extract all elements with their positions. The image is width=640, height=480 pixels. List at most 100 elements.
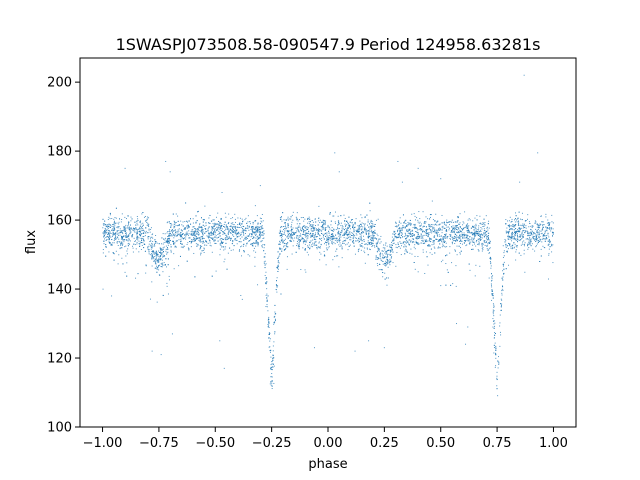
data-point <box>305 227 307 229</box>
data-point <box>145 230 147 232</box>
data-point <box>318 229 320 231</box>
data-point <box>496 375 498 377</box>
data-point <box>241 230 243 232</box>
data-point <box>523 230 525 232</box>
data-point <box>312 236 314 238</box>
data-point <box>256 225 258 227</box>
data-point <box>480 235 482 237</box>
data-point <box>541 238 543 240</box>
data-point <box>138 243 140 245</box>
data-point <box>224 239 226 241</box>
data-point <box>267 324 269 326</box>
data-point <box>530 225 532 227</box>
data-point <box>191 234 193 236</box>
data-point <box>168 234 170 236</box>
data-point <box>261 221 263 223</box>
data-point <box>194 233 196 235</box>
data-point <box>550 243 552 245</box>
data-point <box>296 237 298 239</box>
data-point <box>428 245 430 247</box>
data-point <box>243 230 245 232</box>
data-point <box>492 311 494 313</box>
data-point <box>420 229 422 231</box>
data-point <box>126 275 128 277</box>
data-point <box>230 226 232 228</box>
data-point <box>284 230 286 232</box>
data-point <box>305 230 307 232</box>
data-point <box>146 219 148 221</box>
data-point <box>319 246 321 248</box>
data-point <box>333 241 335 243</box>
data-point <box>163 251 164 252</box>
data-point <box>210 231 212 233</box>
data-point <box>167 230 169 232</box>
data-point <box>516 239 518 241</box>
data-point <box>369 249 371 251</box>
data-point <box>535 245 537 247</box>
data-point <box>439 228 441 230</box>
data-point <box>347 226 349 228</box>
data-point <box>311 234 313 236</box>
data-point <box>516 231 518 233</box>
data-point <box>299 226 301 228</box>
data-point <box>216 226 218 228</box>
data-point <box>487 238 489 240</box>
data-point <box>364 228 366 230</box>
data-point <box>433 228 435 230</box>
data-point <box>246 243 248 245</box>
data-point <box>491 280 493 282</box>
data-point <box>520 218 521 220</box>
data-point <box>236 232 238 234</box>
data-point <box>415 226 417 228</box>
data-point <box>219 232 221 234</box>
data-point <box>290 236 292 238</box>
data-point <box>117 234 119 236</box>
data-point <box>140 220 142 222</box>
data-point <box>213 224 215 226</box>
data-point <box>150 228 152 230</box>
data-point <box>137 273 139 275</box>
data-point <box>493 306 495 308</box>
data-point <box>444 246 446 248</box>
data-point <box>425 240 426 242</box>
data-point <box>317 220 319 222</box>
data-point <box>200 230 202 232</box>
data-point <box>534 233 536 235</box>
data-point <box>404 226 406 228</box>
data-point <box>290 240 292 242</box>
data-point <box>194 237 196 239</box>
data-point <box>111 228 113 230</box>
data-point <box>308 244 310 246</box>
data-point <box>248 235 250 237</box>
data-point <box>103 243 105 245</box>
data-point <box>206 244 208 246</box>
data-point <box>267 310 269 312</box>
data-point <box>148 225 150 227</box>
data-point <box>340 231 342 233</box>
data-point <box>240 234 242 236</box>
data-point <box>170 226 172 228</box>
data-point <box>129 231 131 233</box>
data-point <box>429 226 431 228</box>
data-point <box>511 220 513 222</box>
data-point <box>228 230 230 232</box>
data-point <box>116 241 118 243</box>
data-point <box>291 214 293 216</box>
data-point <box>346 229 348 231</box>
data-point <box>214 229 216 231</box>
data-point <box>233 230 235 232</box>
data-point <box>180 242 182 244</box>
data-point <box>425 226 427 228</box>
data-point <box>479 265 481 267</box>
data-point <box>279 248 281 250</box>
data-point <box>446 221 448 223</box>
data-point <box>135 277 137 279</box>
data-point <box>195 215 197 217</box>
data-point <box>514 221 516 223</box>
data-point <box>323 243 325 245</box>
data-point <box>473 234 475 236</box>
data-point <box>210 245 212 247</box>
data-point <box>368 233 370 235</box>
data-point <box>103 234 105 236</box>
data-point <box>308 222 310 224</box>
